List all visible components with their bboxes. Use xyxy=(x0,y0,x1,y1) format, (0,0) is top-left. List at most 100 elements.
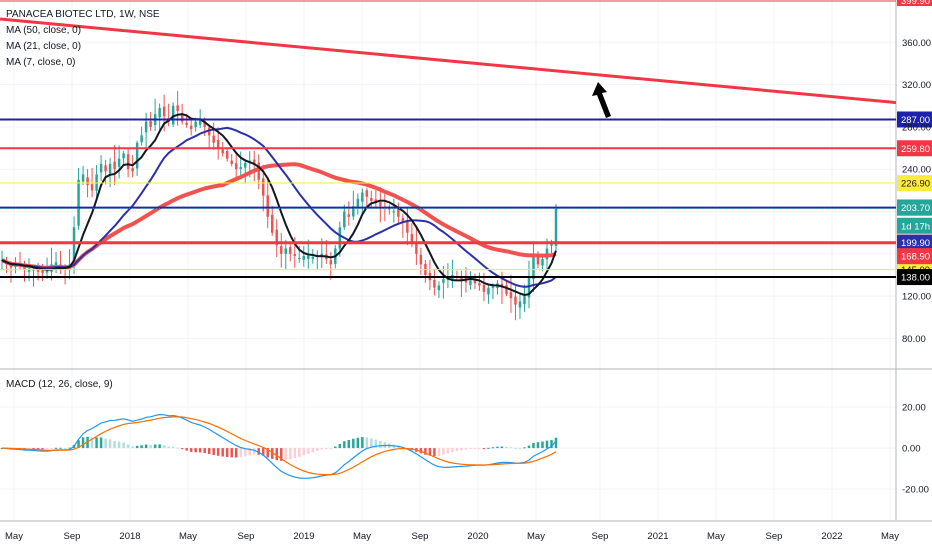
macd-bar xyxy=(171,446,175,449)
macd-bar xyxy=(271,448,274,459)
macd-bar xyxy=(464,448,468,450)
candle-body xyxy=(126,154,130,170)
candle-body xyxy=(406,221,409,233)
macd-bar xyxy=(307,448,310,454)
candle-body xyxy=(356,198,360,207)
price-axis-label: 240.00 xyxy=(902,165,931,176)
macd-bar xyxy=(289,448,292,460)
macd-bar xyxy=(500,446,504,449)
macd-bar xyxy=(293,448,297,459)
macd-bar xyxy=(455,448,459,452)
macd-bar xyxy=(144,444,148,449)
price-tag: 199.90 xyxy=(897,234,932,251)
macd-bar xyxy=(41,448,44,450)
macd-histogram xyxy=(0,436,558,461)
time-axis-label: May xyxy=(527,531,545,542)
macd-bar xyxy=(162,445,166,449)
macd-axis-label: 0.00 xyxy=(902,444,921,455)
ma50-label: MA (50, close, 0) xyxy=(6,25,82,36)
price-axis-label: 320.00 xyxy=(902,80,931,91)
macd-bar xyxy=(122,442,125,449)
candle-body xyxy=(252,159,256,165)
candle-body xyxy=(338,227,342,249)
macd-bar xyxy=(338,443,342,449)
candle-body xyxy=(410,234,414,244)
macd-bar xyxy=(523,447,526,449)
candle-body xyxy=(27,268,31,272)
macd-bar xyxy=(437,448,441,456)
candle-body xyxy=(280,246,283,254)
price-tag-bg xyxy=(897,199,932,216)
macd-bar xyxy=(95,437,98,449)
level-tag: 226.90 xyxy=(897,175,932,192)
macd-signal-line xyxy=(1,416,557,476)
candle-body xyxy=(230,160,233,164)
candle-body xyxy=(189,125,193,130)
top-price-tag: 399.90 xyxy=(897,0,932,7)
macd-bar xyxy=(280,448,283,461)
macd-bar xyxy=(460,448,463,451)
price-axis-label: 120.00 xyxy=(902,292,931,303)
macd-bar xyxy=(140,445,143,449)
macd-label: MACD (12, 26, close, 9) xyxy=(6,379,113,390)
macd-bar xyxy=(77,440,80,449)
candle-body xyxy=(392,211,396,213)
candle-body xyxy=(113,161,116,170)
candle-body xyxy=(401,217,405,223)
macd-bar xyxy=(131,446,134,449)
candle-body xyxy=(478,283,481,286)
candle-body xyxy=(509,291,513,299)
candle-body xyxy=(234,163,238,170)
candle-body xyxy=(198,120,202,125)
level-tag-bg xyxy=(897,269,932,286)
candle-body xyxy=(41,268,44,273)
level-tag-label: 287.00 xyxy=(901,115,930,126)
candle-body xyxy=(171,105,175,125)
candle-body xyxy=(140,135,143,143)
candle-body xyxy=(415,241,418,254)
macd-bar xyxy=(451,448,454,453)
time-axis-label: Sep xyxy=(412,531,429,542)
trendline xyxy=(0,17,897,105)
macd-bar xyxy=(298,448,301,457)
time-axis-label: May xyxy=(353,531,371,542)
macd-bar xyxy=(158,444,161,449)
candle-body xyxy=(536,256,540,265)
macd-bar xyxy=(126,444,130,449)
candle-body xyxy=(469,280,472,286)
level-tag: 138.00 xyxy=(897,269,932,286)
macd-bar xyxy=(550,440,553,449)
macd-bar xyxy=(167,446,170,449)
level-tag-bg xyxy=(897,140,932,157)
macd-bar xyxy=(117,441,121,449)
macd-bar xyxy=(365,437,369,449)
macd-bar xyxy=(532,442,535,449)
candle-body xyxy=(185,123,188,125)
macd-bar xyxy=(252,448,256,455)
level-tag: 287.00 xyxy=(897,111,932,128)
candle-body xyxy=(532,253,535,280)
time-axis-label: Sep xyxy=(238,531,255,542)
price-tag-bg xyxy=(897,217,932,234)
macd-bar xyxy=(221,448,224,457)
time-axis-label: 2020 xyxy=(467,531,488,542)
level-tag-label: 226.90 xyxy=(901,179,930,190)
candle-body xyxy=(239,167,242,169)
candle-body xyxy=(221,149,224,154)
candle-body xyxy=(550,243,553,246)
candle-body xyxy=(523,296,526,305)
candle-body xyxy=(158,107,161,118)
candle-body xyxy=(212,135,215,143)
macd-bar xyxy=(54,447,58,449)
macd-bar xyxy=(198,448,202,453)
macd-bar xyxy=(482,448,486,450)
candle-body xyxy=(194,121,197,128)
macd-bar xyxy=(554,437,558,449)
candle-body xyxy=(302,255,306,260)
level-tag-label: 138.00 xyxy=(901,273,930,284)
candle-body xyxy=(122,153,125,159)
candle-body xyxy=(433,280,436,288)
candle-body xyxy=(90,184,94,191)
level-tag-label: 259.80 xyxy=(901,144,930,155)
